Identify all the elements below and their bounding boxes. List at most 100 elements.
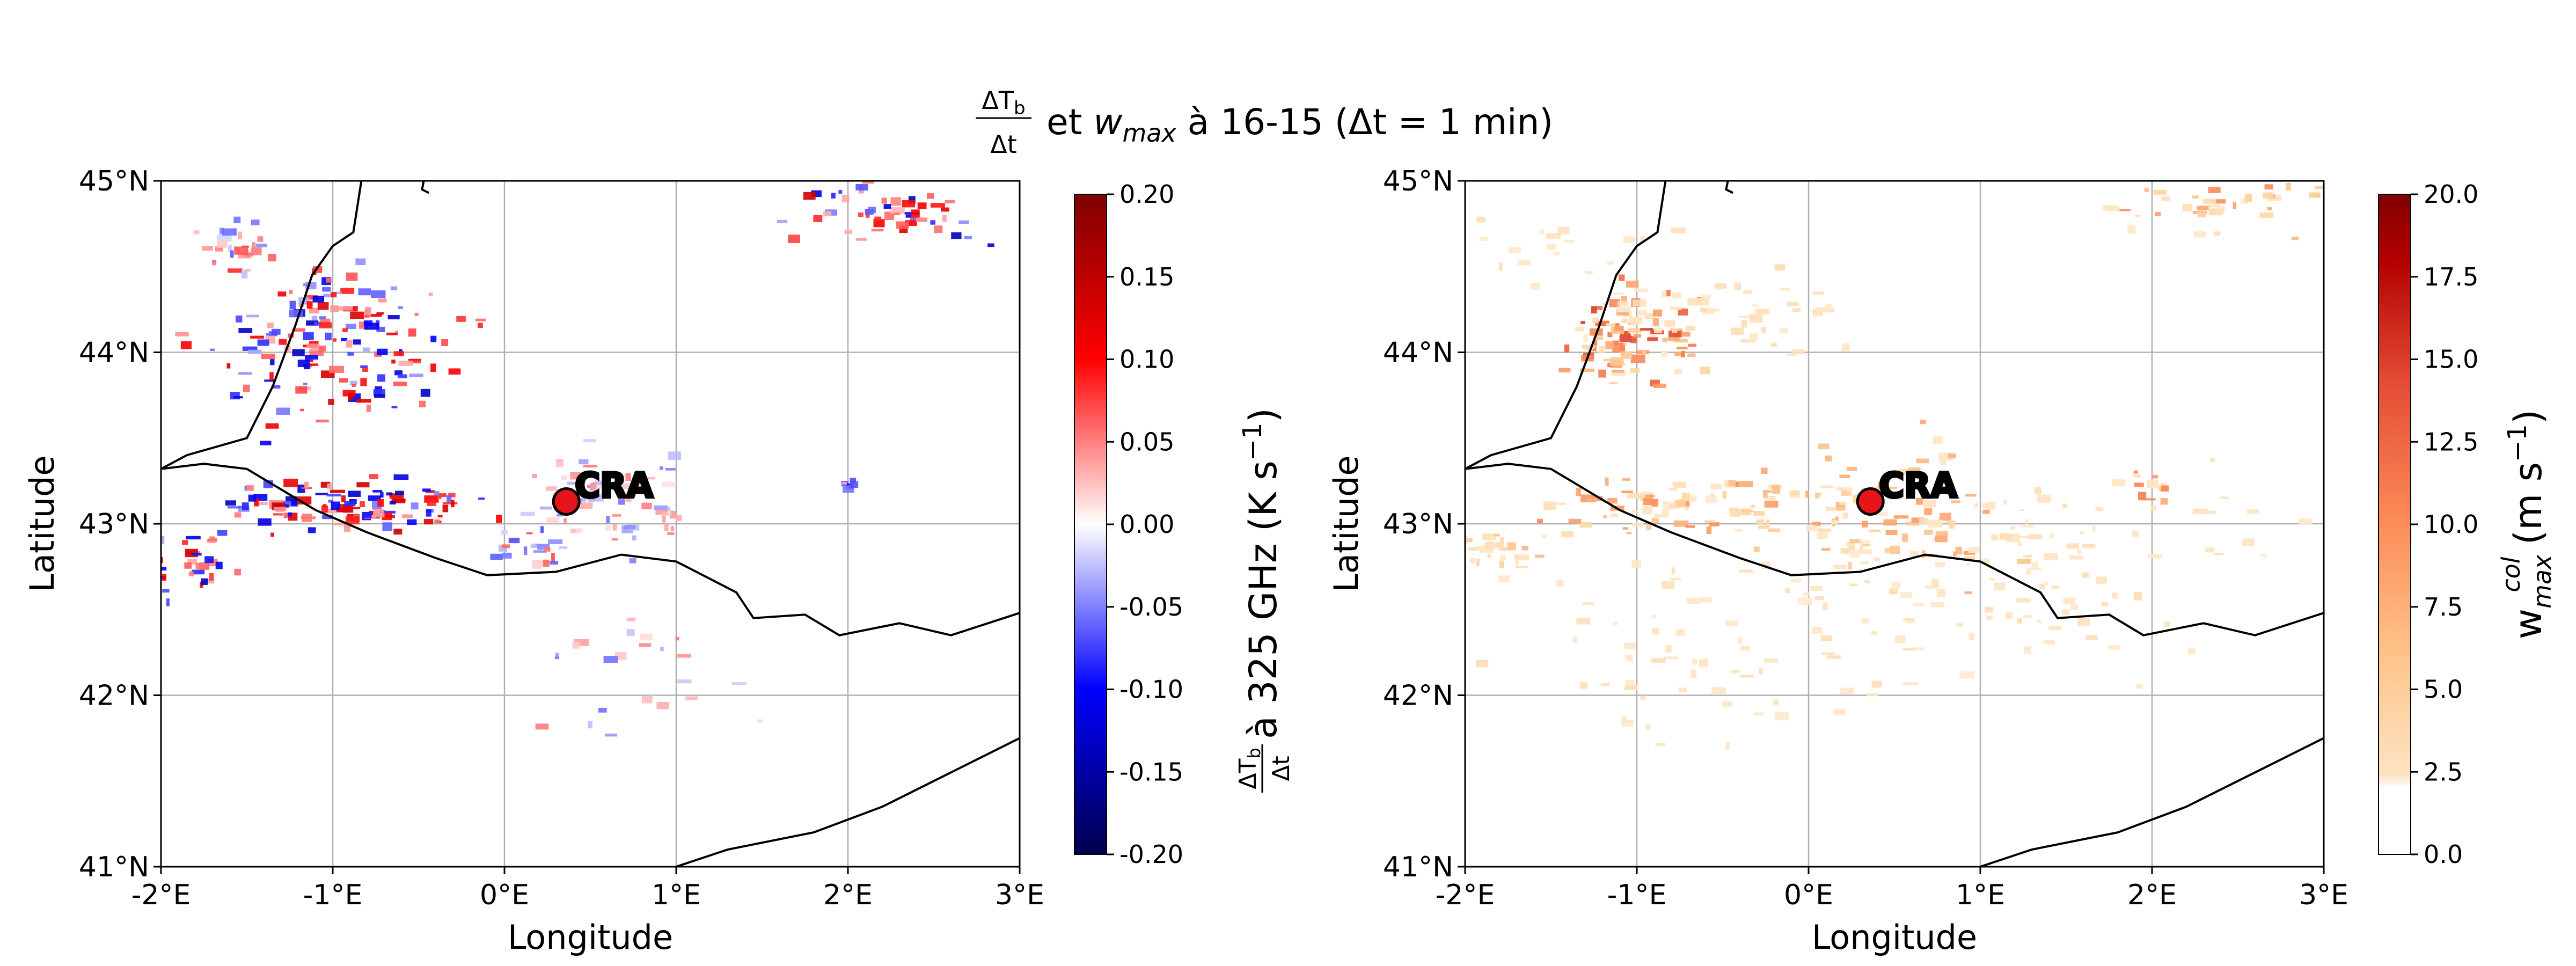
heat-cell: [632, 535, 636, 541]
heat-cell: [987, 243, 994, 247]
colorbar-tick-label: 0.20: [1119, 180, 1174, 209]
heat-cell: [1677, 347, 1688, 350]
heat-cell: [685, 696, 698, 700]
heat-cell: [308, 527, 316, 533]
heat-cell: [1579, 368, 1595, 372]
heat-cell: [1771, 343, 1777, 347]
heat-cell: [1846, 466, 1857, 471]
heat-cell: [215, 246, 223, 252]
heat-cell: [273, 507, 287, 511]
heat-cell: [1939, 513, 1952, 521]
heat-cell: [1792, 308, 1801, 312]
heat-cell: [606, 516, 610, 524]
heat-cell: [389, 501, 396, 505]
heat-cell: [188, 571, 194, 576]
heat-cell: [2182, 203, 2193, 211]
heat-cell: [332, 522, 347, 526]
y-tick-label: 42°N: [79, 680, 149, 712]
heat-cell: [1820, 635, 1832, 641]
heat-cell: [303, 383, 308, 385]
colorbar-tick-label: 0.05: [1119, 427, 1174, 456]
heat-cell: [626, 629, 635, 636]
heat-cell: [326, 494, 341, 497]
heat-cell: [251, 247, 262, 255]
heat-cell: [1668, 504, 1678, 509]
heat-cell: [1644, 313, 1653, 319]
heat-cell: [352, 384, 356, 387]
heat-cell: [881, 197, 887, 204]
heat-cell: [360, 501, 365, 508]
colorbar-tick-label: -0.15: [1119, 757, 1183, 786]
heat-cell: [1812, 309, 1823, 317]
heat-cell: [1611, 370, 1624, 373]
heat-cell: [1640, 328, 1653, 331]
heat-cell: [1616, 306, 1631, 313]
heat-cell: [1609, 382, 1618, 385]
heat-cell: [1812, 522, 1821, 526]
heat-cell: [501, 544, 510, 548]
heat-cell: [1817, 532, 1828, 539]
heat-cell: [283, 501, 298, 507]
heat-cell: [362, 512, 372, 518]
heat-cell: [894, 213, 901, 216]
x-tick-label: -2°E: [1436, 879, 1495, 911]
heat-cell: [478, 323, 483, 328]
heat-cell: [1465, 536, 1468, 544]
heat-cell: [1790, 492, 1801, 495]
heat-cell: [1580, 321, 1585, 324]
heat-cell: [1818, 443, 1829, 450]
coastline: [421, 181, 430, 194]
heat-cell: [1991, 534, 1999, 541]
heat-cell: [813, 215, 823, 222]
heat-cell: [1731, 327, 1744, 335]
heat-cell: [579, 459, 589, 465]
heat-cell: [346, 272, 358, 281]
heat-cell: [1468, 547, 1477, 551]
heat-cell: [1815, 493, 1821, 495]
colorbar-tick-label: -0.05: [1119, 592, 1183, 621]
heat-cell: [2112, 592, 2118, 599]
heat-cell: [1619, 274, 1625, 281]
panel-left: -2°E -1°E 0°E 1°E 2°E 3°E 41°N 42°N 43°N 44°N 45°N…: [23, 165, 1044, 957]
heat-cell: [560, 475, 567, 480]
heat-cell: [1842, 512, 1848, 519]
heat-cell: [2061, 609, 2069, 616]
heat-cell: [286, 496, 297, 503]
heat-cell: [303, 283, 308, 287]
heat-cell: [2148, 554, 2162, 559]
heat-cell: [138, 559, 149, 563]
heat-cell: [1599, 346, 1605, 353]
title-frac-denominator: Δt: [990, 130, 1017, 159]
heat-cell: [1740, 675, 1754, 678]
heat-cell: [1924, 585, 1938, 589]
heat-cell: [1768, 528, 1781, 532]
heat-cell: [542, 559, 550, 567]
heat-cell: [389, 493, 404, 499]
cra-point: [552, 487, 581, 516]
heat-cell: [270, 358, 275, 365]
heat-cell: [233, 216, 241, 223]
y-tick-label: 43°N: [79, 508, 149, 540]
heat-cell: [594, 481, 602, 486]
heat-cell: [398, 306, 404, 309]
heat-cell: [1553, 252, 1560, 255]
heat-cell: [1622, 527, 1629, 530]
heat-cell: [394, 330, 399, 334]
heat-cell: [2298, 518, 2313, 525]
heat-cell: [328, 500, 333, 503]
heat-cell: [1640, 696, 1646, 700]
heat-cell: [1940, 457, 1947, 465]
heat-cell: [677, 654, 692, 658]
heat-cell: [1864, 580, 1871, 583]
heat-cell: [1489, 542, 1504, 549]
heat-cell: [624, 525, 636, 530]
heat-cell: [1731, 511, 1738, 516]
heat-cell: [1859, 546, 1863, 552]
heat-cell: [339, 378, 348, 383]
heat-cell: [1668, 331, 1682, 338]
heat-cell: [448, 368, 461, 375]
heat-cell: [272, 328, 281, 335]
heat-cell: [1749, 314, 1763, 323]
heat-cell: [496, 514, 502, 523]
heat-cell: [341, 338, 348, 341]
